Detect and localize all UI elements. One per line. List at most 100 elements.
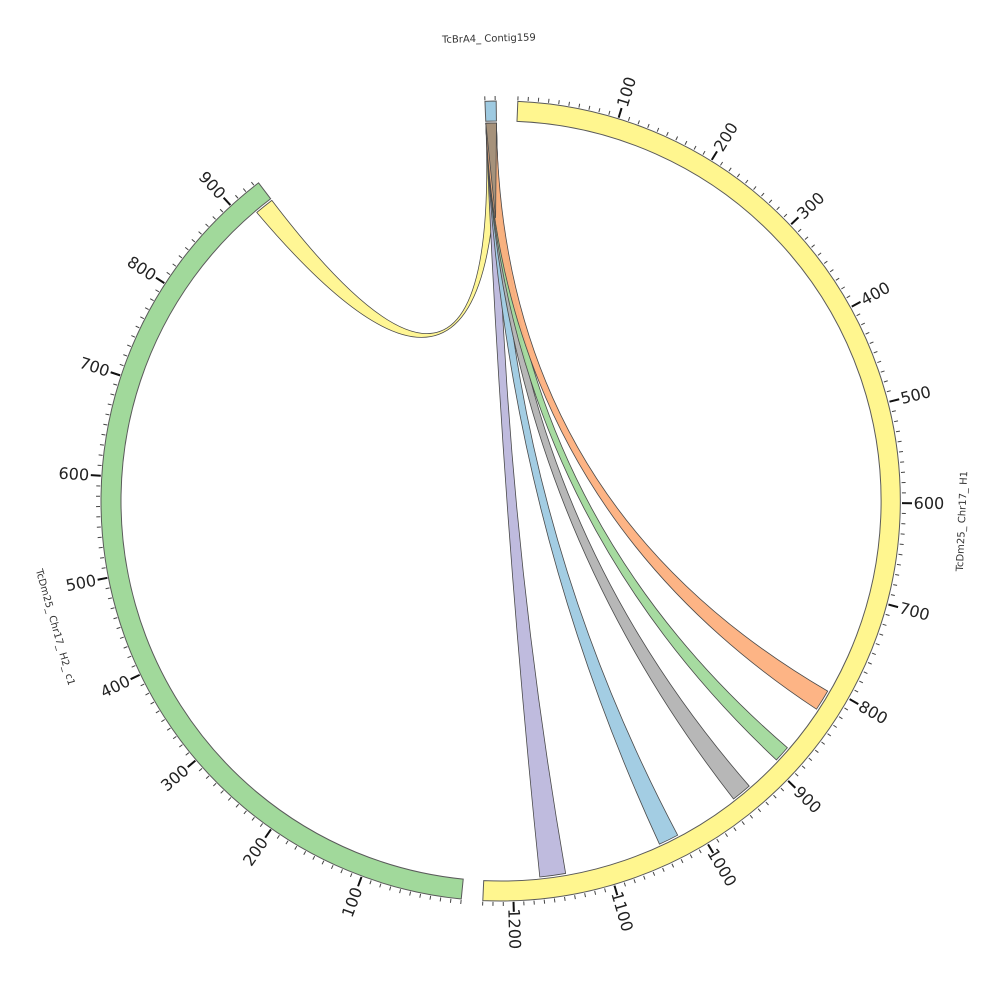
minor-tick	[720, 161, 724, 166]
minor-tick	[235, 194, 239, 199]
minor-tick	[110, 393, 115, 396]
minor-tick	[349, 873, 353, 878]
minor-tick	[895, 430, 901, 433]
minor-tick	[105, 413, 110, 416]
minor-tick	[212, 216, 216, 220]
minor-tick	[797, 228, 802, 233]
minor-tick	[765, 801, 769, 806]
minor-tick	[113, 617, 118, 620]
major-tick	[264, 828, 272, 839]
minor-tick	[144, 307, 149, 311]
minor-tick	[856, 313, 861, 317]
minor-tick	[101, 567, 106, 569]
minor-tick	[886, 390, 891, 393]
minor-tick	[568, 101, 570, 106]
sequence-label-h1: TcDm25_ Chr17_ H1	[955, 471, 970, 573]
minor-tick	[666, 131, 669, 136]
minor-tick	[419, 893, 422, 898]
minor-tick	[340, 869, 343, 874]
minor-tick	[637, 120, 640, 125]
minor-tick	[761, 192, 765, 197]
minor-tick	[656, 127, 660, 132]
minor-tick	[879, 633, 884, 636]
minor-tick	[399, 889, 402, 894]
minor-tick	[131, 335, 136, 338]
minor-tick	[110, 607, 115, 610]
minor-tick	[101, 433, 106, 436]
tick-label-h1: 700	[897, 598, 931, 624]
minor-tick	[594, 890, 597, 895]
minor-tick	[259, 823, 264, 827]
tick-label-h2c1: 100	[338, 885, 366, 920]
tick-label-h2c1: 600	[58, 464, 90, 485]
minor-tick	[885, 613, 890, 617]
minor-tick	[250, 181, 255, 186]
minor-tick	[893, 420, 899, 423]
minor-tick	[827, 733, 832, 737]
minor-tick	[113, 383, 118, 386]
minor-tick	[191, 239, 196, 243]
minor-tick	[693, 145, 697, 150]
minor-tick	[161, 719, 166, 723]
minor-tick	[205, 223, 209, 228]
minor-tick	[783, 213, 788, 218]
minor-tick	[205, 775, 210, 779]
minor-tick	[103, 423, 108, 426]
minor-tick	[578, 103, 581, 108]
minor-tick	[178, 255, 183, 259]
minor-tick	[877, 360, 882, 364]
minor-tick	[369, 880, 372, 885]
minor-tick	[829, 269, 834, 273]
tick-label-h1: 400	[857, 278, 893, 309]
tick-label-h1: 200	[710, 119, 742, 155]
minor-tick	[140, 683, 145, 687]
major-tick	[110, 371, 121, 377]
link-overlap-region	[485, 122, 497, 219]
minor-tick	[99, 557, 105, 559]
minor-tick	[846, 295, 851, 299]
minor-tick	[220, 790, 224, 794]
minor-tick	[558, 100, 560, 105]
minor-tick	[821, 741, 826, 745]
minor-tick	[107, 597, 112, 600]
minor-tick	[584, 893, 586, 898]
minor-tick	[294, 845, 298, 850]
minor-tick	[179, 744, 183, 748]
minor-tick	[647, 123, 650, 128]
minor-tick	[553, 898, 556, 903]
minor-tick	[219, 208, 224, 213]
tick-label-h2c1: 700	[77, 353, 112, 381]
minor-tick	[863, 671, 868, 675]
minor-tick	[896, 563, 901, 566]
minor-tick	[242, 188, 247, 192]
minor-tick	[897, 440, 902, 443]
minor-tick	[99, 444, 104, 446]
minor-tick	[321, 860, 325, 865]
minor-tick	[119, 363, 124, 367]
minor-tick	[867, 662, 872, 665]
minor-tick	[841, 286, 846, 290]
minor-tick	[880, 370, 885, 373]
major-tick	[849, 698, 859, 705]
minor-tick	[675, 136, 679, 141]
sequence-label-contig159: TcBrA4_ Contig159	[441, 32, 536, 45]
major-tick	[889, 398, 900, 403]
link-ribbons	[256, 122, 829, 878]
minor-tick	[276, 834, 280, 839]
minor-tick	[330, 864, 334, 869]
segment-h1	[482, 100, 901, 902]
minor-tick	[166, 727, 171, 731]
minor-tick	[227, 797, 232, 801]
minor-tick	[773, 794, 777, 799]
tick-label-h1: 1000	[703, 845, 740, 890]
tick-label-h2c1: 400	[97, 671, 133, 701]
minor-tick	[833, 724, 838, 728]
minor-tick	[166, 271, 171, 276]
major-tick	[613, 885, 619, 896]
minor-tick	[871, 652, 876, 656]
minor-tick	[801, 765, 806, 769]
minor-tick	[684, 140, 688, 145]
tick-label-h1: 1200	[504, 908, 524, 949]
minor-tick	[838, 716, 843, 720]
minor-tick	[107, 403, 112, 406]
